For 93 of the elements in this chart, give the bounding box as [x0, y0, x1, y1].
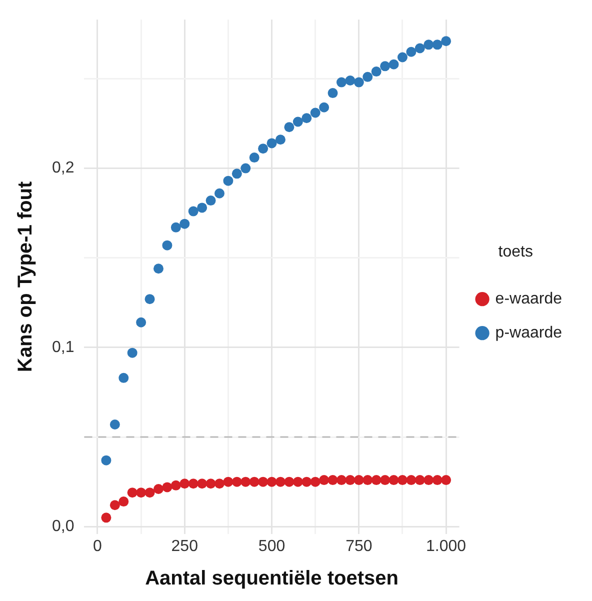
point — [432, 475, 442, 486]
point — [371, 66, 382, 77]
point — [406, 46, 416, 57]
point — [414, 43, 425, 54]
point — [380, 475, 390, 486]
point — [362, 475, 373, 486]
point — [432, 40, 442, 50]
point — [136, 488, 146, 498]
point — [127, 488, 138, 498]
point — [110, 500, 120, 510]
point — [197, 202, 208, 213]
point — [258, 476, 268, 487]
point — [180, 218, 190, 229]
point — [249, 476, 260, 487]
point — [223, 476, 234, 487]
point — [162, 482, 172, 492]
point — [397, 52, 408, 62]
point — [101, 512, 112, 523]
x-tick-label: 250 — [171, 538, 198, 555]
point — [162, 240, 172, 250]
point — [266, 138, 277, 148]
point — [362, 72, 373, 82]
x-tick-label: 750 — [346, 538, 372, 555]
point — [118, 372, 129, 383]
point — [127, 348, 138, 358]
y-axis-title: Kans op Type-1 fout — [14, 180, 37, 372]
point — [388, 475, 399, 486]
point — [388, 59, 399, 70]
point — [284, 476, 294, 487]
point — [441, 36, 452, 46]
point — [214, 188, 224, 198]
point — [188, 206, 198, 216]
y-tick-label: 0,2 — [52, 160, 74, 177]
legend-label: e-waarde — [495, 290, 562, 308]
point — [397, 475, 408, 486]
point — [101, 455, 112, 466]
point — [345, 76, 356, 86]
point — [206, 478, 216, 489]
point — [328, 88, 338, 98]
x-tick-label: 1.000 — [426, 538, 466, 555]
point — [232, 476, 242, 487]
point — [206, 196, 216, 206]
point — [118, 496, 129, 507]
point — [292, 116, 303, 127]
point — [110, 420, 120, 430]
point — [319, 102, 330, 112]
point — [240, 163, 251, 174]
point — [180, 478, 190, 489]
x-axis-title: Aantal sequentiële toetsen — [145, 568, 398, 590]
point — [170, 222, 181, 232]
point — [406, 475, 416, 486]
point — [197, 478, 208, 489]
point — [302, 476, 312, 487]
point — [354, 475, 364, 486]
legend-label: p-waarde — [495, 324, 562, 342]
point — [249, 152, 260, 163]
point — [302, 113, 312, 124]
point — [441, 475, 452, 486]
y-tick-label: 0,1 — [52, 338, 74, 356]
point — [258, 144, 268, 154]
point — [144, 488, 155, 498]
point — [414, 475, 425, 486]
point — [136, 317, 146, 328]
point — [371, 475, 382, 486]
y-tick-label: 0,0 — [52, 518, 74, 536]
point — [223, 176, 234, 186]
point — [310, 476, 320, 487]
point — [380, 61, 390, 72]
point — [284, 122, 294, 132]
point — [345, 475, 356, 486]
point — [424, 475, 434, 486]
point — [336, 475, 346, 486]
point — [275, 476, 286, 487]
point — [336, 77, 346, 88]
point — [214, 478, 224, 489]
point — [275, 134, 286, 145]
point — [144, 294, 155, 304]
x-tick-label: 500 — [258, 538, 286, 555]
point — [292, 476, 303, 487]
point — [232, 168, 242, 179]
point — [153, 264, 164, 274]
point — [240, 476, 251, 487]
point — [266, 476, 277, 487]
x-tick-label: 0 — [93, 538, 102, 555]
point — [188, 478, 198, 489]
point — [153, 484, 164, 494]
legend-title: toets — [498, 243, 533, 260]
point — [319, 475, 330, 486]
point — [354, 77, 364, 88]
point — [328, 475, 338, 486]
point — [310, 108, 320, 118]
point — [170, 480, 181, 490]
point — [424, 40, 434, 50]
